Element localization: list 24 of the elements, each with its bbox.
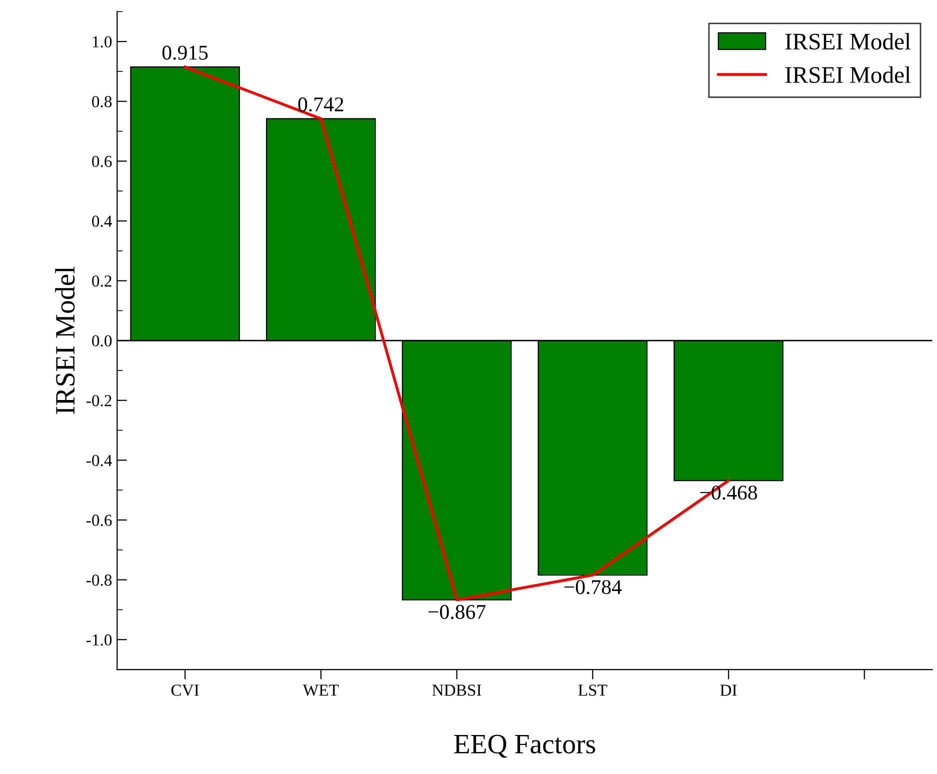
y-tick-label: -0.6 (86, 514, 112, 526)
y-tick-label: 0.4 (92, 216, 112, 227)
y-tick-label: -1.0 (86, 634, 112, 646)
y-tick-label: -0.2 (86, 395, 112, 406)
y-tick-label: 0.6 (92, 156, 112, 168)
legend-label: IRSEI Model (785, 33, 911, 50)
x-tick-label: LST (578, 684, 608, 696)
y-tick-label: 0.2 (92, 275, 112, 287)
data-label: 0.915 (162, 46, 208, 60)
x-axis-title: EEQ Factors (454, 734, 596, 758)
x-tick-label: DI (720, 684, 737, 696)
x-tick-label: WET (302, 684, 339, 696)
data-label: 0.742 (298, 97, 344, 112)
x-tick-label: CVI (171, 684, 199, 696)
y-tick-label: -0.4 (86, 454, 112, 466)
y-tick-label: 0.0 (92, 335, 112, 347)
data-label: −0.867 (428, 604, 486, 620)
y-axis-title: IRSEI Model (55, 266, 75, 414)
legend-label: IRSEI Model (785, 66, 911, 83)
data-label: −0.784 (564, 580, 622, 594)
y-tick-label: 0.8 (92, 96, 112, 108)
y-tick-label: -0.8 (86, 574, 112, 586)
y-tick-label: 1.0 (92, 36, 112, 48)
x-tick-label: NDBSI (432, 684, 482, 696)
